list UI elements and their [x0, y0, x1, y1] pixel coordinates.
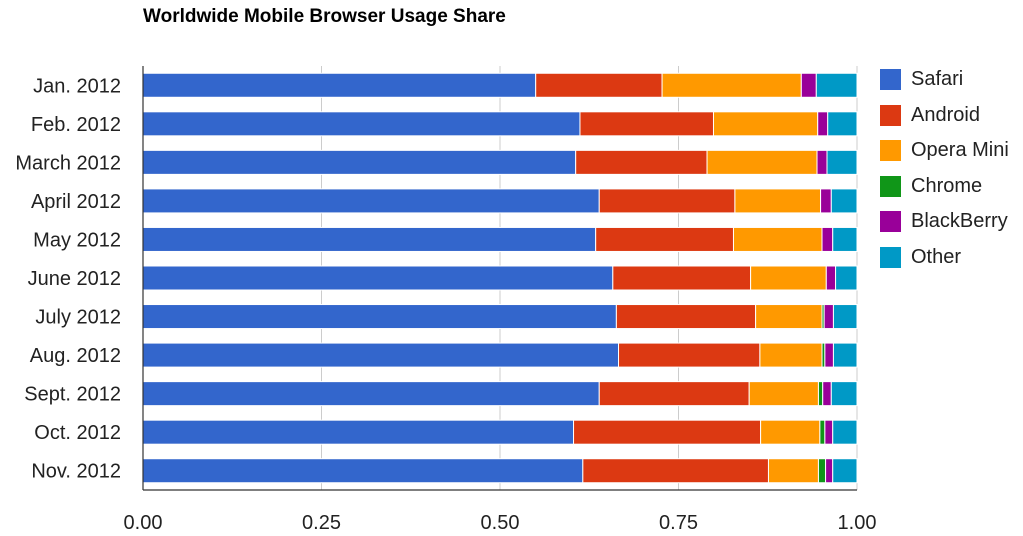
bar-opera-mini	[661, 72, 802, 98]
bar-other	[830, 381, 858, 407]
x-tick-label: 0.75	[659, 512, 698, 534]
category-label: April 2012	[31, 191, 121, 213]
bar-android	[575, 149, 708, 175]
legend-swatch	[880, 104, 901, 126]
legend-item: Android	[880, 98, 1009, 134]
legend-label: BlackBerry	[911, 210, 1008, 233]
bar-safari	[142, 342, 620, 368]
bar-other	[827, 111, 858, 137]
axes	[142, 66, 857, 491]
bar-android	[579, 111, 714, 137]
bar-opera-mini	[748, 381, 819, 407]
bar-safari	[142, 381, 600, 407]
legend-item: Safari	[880, 62, 1009, 98]
category-label: July 2012	[35, 307, 121, 329]
legend-item: Chrome	[880, 169, 1009, 205]
category-label: June 2012	[28, 268, 121, 290]
bar-opera-mini	[755, 304, 823, 330]
x-tick-label: 0.25	[302, 512, 341, 534]
bar-android	[612, 265, 752, 291]
bar-opera-mini	[767, 458, 819, 484]
category-label: Aug. 2012	[30, 345, 121, 367]
bar-android	[615, 304, 757, 330]
bar-safari	[142, 304, 617, 330]
category-label: Sept. 2012	[24, 384, 121, 406]
bar-blackberry	[823, 304, 834, 330]
category-label: Jan. 2012	[33, 75, 121, 97]
legend-label: Other	[911, 245, 962, 268]
bar-android	[598, 188, 736, 214]
bar-safari	[142, 188, 600, 214]
bar-chrome	[817, 458, 827, 484]
legend-swatch	[880, 69, 901, 91]
bar-android	[598, 381, 750, 407]
bar-blackberry	[820, 188, 832, 214]
legend-swatch	[880, 140, 901, 162]
category-labels: Jan. 2012 Feb. 2012 March 2012 April 2012 Ma…	[15, 75, 121, 482]
bar-safari	[142, 458, 584, 484]
x-tick-label: 1.00	[838, 512, 877, 534]
bar-other	[832, 304, 858, 330]
legend-item: Opera Mini	[880, 133, 1009, 169]
x-tick-labels: 0.00 0.25 0.50 0.75 1.00	[124, 512, 877, 534]
bars	[142, 72, 858, 484]
bar-other	[832, 458, 858, 484]
bar-safari	[142, 419, 575, 445]
legend-swatch	[880, 246, 901, 268]
legend-item: Other	[880, 240, 1009, 276]
legend-swatch	[880, 211, 901, 233]
legend-item: BlackBerry	[880, 204, 1009, 240]
legend-label: Opera Mini	[911, 139, 1009, 162]
bar-opera-mini	[706, 149, 818, 175]
bar-android	[535, 72, 663, 98]
category-label: Nov. 2012	[31, 461, 121, 483]
bar-other	[826, 149, 858, 175]
category-label: Feb. 2012	[31, 114, 121, 136]
legend-label: Safari	[911, 68, 964, 91]
bar-android	[618, 342, 761, 368]
bar-blackberry	[816, 149, 828, 175]
bar-android	[582, 458, 769, 484]
bar-other	[832, 342, 858, 368]
bar-android	[573, 419, 762, 445]
legend-label: Android	[911, 103, 980, 126]
bar-blackberry	[825, 265, 837, 291]
bar-opera-mini	[750, 265, 827, 291]
legend-label: Chrome	[911, 174, 983, 197]
legend-swatch	[880, 175, 901, 197]
bar-blackberry	[817, 111, 829, 137]
legend: Safari Android Opera Mini Chrome BlackBerry O…	[880, 62, 1009, 275]
bar-opera-mini	[759, 342, 823, 368]
bar-safari	[142, 265, 614, 291]
bar-blackberry	[822, 381, 832, 407]
category-label: March 2012	[15, 152, 121, 174]
bar-other	[832, 419, 858, 445]
bar-blackberry	[821, 226, 834, 252]
bar-blackberry	[824, 342, 834, 368]
bar-safari	[142, 72, 537, 98]
bar-safari	[142, 111, 581, 137]
bar-safari	[142, 226, 597, 252]
category-label: May 2012	[33, 229, 121, 251]
x-tick-label: 0.50	[481, 512, 520, 534]
bar-chrome	[817, 381, 824, 407]
bar-other	[830, 188, 858, 214]
bar-android	[595, 226, 734, 252]
bar-safari	[142, 149, 577, 175]
bar-opera-mini	[732, 226, 823, 252]
bar-other	[832, 226, 858, 252]
bar-opera-mini	[760, 419, 821, 445]
bar-chrome	[819, 419, 826, 445]
category-label: Oct. 2012	[34, 422, 121, 444]
bar-other	[835, 265, 858, 291]
chart-title: Worldwide Mobile Browser Usage Share	[143, 6, 506, 27]
bar-blackberry	[825, 458, 834, 484]
bar-other	[815, 72, 858, 98]
bar-opera-mini	[734, 188, 822, 214]
bar-blackberry	[800, 72, 817, 98]
bar-blackberry	[824, 419, 834, 445]
bar-opera-mini	[712, 111, 819, 137]
x-tick-label: 0.00	[124, 512, 163, 534]
